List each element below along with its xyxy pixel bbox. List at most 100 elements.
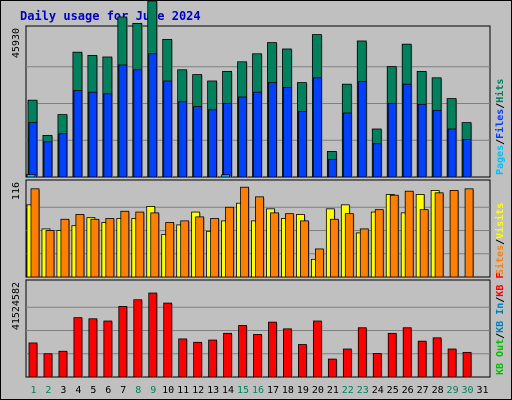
bar-files bbox=[253, 91, 262, 178]
day-label: 29 bbox=[447, 385, 459, 396]
bar-sites bbox=[359, 228, 369, 278]
bar-pages bbox=[26, 174, 36, 178]
day-label: 16 bbox=[252, 385, 264, 396]
bar-sites bbox=[270, 212, 279, 278]
bar-files bbox=[387, 102, 397, 178]
day-label: 17 bbox=[267, 385, 279, 396]
bar-kb-f bbox=[118, 306, 128, 378]
bar-sites bbox=[255, 196, 264, 278]
panel-legend: Sites/Visits bbox=[494, 203, 506, 275]
day-label: 20 bbox=[312, 385, 324, 396]
bar-files bbox=[178, 101, 188, 178]
legend-entry: / bbox=[495, 297, 506, 303]
legend-entry: Files bbox=[494, 109, 506, 139]
bar-files bbox=[223, 102, 232, 178]
day-label: 3 bbox=[60, 385, 66, 396]
bar-files bbox=[118, 64, 128, 178]
bar-sites bbox=[389, 194, 399, 278]
bar-sites bbox=[90, 218, 100, 278]
day-label: 5 bbox=[90, 385, 96, 396]
day-label: 24 bbox=[372, 385, 384, 396]
bar-files bbox=[73, 90, 83, 178]
bar-files bbox=[372, 143, 382, 178]
bar-sites bbox=[150, 212, 160, 278]
bar-sites bbox=[195, 216, 205, 278]
bar-sites bbox=[180, 220, 190, 278]
day-label: 8 bbox=[135, 385, 141, 396]
bar-files bbox=[238, 96, 247, 178]
bar-files bbox=[88, 91, 98, 178]
day-label: 9 bbox=[150, 385, 156, 396]
bar-kb-f bbox=[268, 321, 277, 378]
day-label: 12 bbox=[192, 385, 204, 396]
day-label: 26 bbox=[402, 385, 414, 396]
bar-sites bbox=[314, 248, 324, 278]
bar-kb-f bbox=[312, 320, 322, 378]
day-label: 2 bbox=[45, 385, 51, 396]
bar-kb-f bbox=[193, 341, 203, 378]
bar-files bbox=[447, 128, 457, 178]
bar-files bbox=[298, 110, 307, 178]
legend-entry: Hits bbox=[494, 79, 506, 103]
bar-kb-f bbox=[178, 338, 188, 378]
day-label: 1 bbox=[30, 385, 36, 396]
bar-sites bbox=[75, 214, 85, 278]
day-label: 14 bbox=[222, 385, 234, 396]
bar-kb-f bbox=[103, 320, 113, 378]
bar-kb-f bbox=[208, 339, 218, 378]
bar-kb-f bbox=[28, 342, 38, 378]
bar-kb-f bbox=[253, 334, 262, 378]
bar-sites bbox=[225, 206, 234, 278]
day-label: 15 bbox=[237, 385, 249, 396]
bar-files bbox=[462, 139, 472, 178]
bar-sites bbox=[404, 190, 414, 278]
bar-kb-f bbox=[372, 353, 382, 378]
legend-entry: / bbox=[495, 333, 506, 339]
legend-entry: / bbox=[495, 239, 506, 245]
day-label: 21 bbox=[327, 385, 339, 396]
bar-sites bbox=[45, 230, 55, 278]
bar-sites bbox=[30, 188, 40, 278]
bar-kb-f bbox=[342, 348, 352, 378]
bar-sites bbox=[329, 218, 339, 278]
panel-visits-sites: 116 Sites/Visits bbox=[11, 179, 506, 278]
bar-files bbox=[342, 112, 352, 178]
day-label: 7 bbox=[120, 385, 126, 396]
bar-sites bbox=[165, 222, 175, 278]
bar-kb-f bbox=[357, 327, 367, 378]
bar-sites bbox=[300, 220, 309, 278]
bar-kb-f bbox=[417, 340, 427, 378]
bar-kb-f bbox=[462, 351, 472, 378]
bar-files bbox=[103, 93, 113, 178]
bar-kb-f bbox=[432, 337, 442, 378]
bar-files bbox=[208, 109, 218, 178]
bar-files bbox=[268, 82, 277, 178]
bar-kb-f bbox=[88, 318, 98, 378]
bar-files bbox=[163, 80, 173, 178]
bar-kb-f bbox=[133, 299, 143, 378]
legend-entry: KB In bbox=[495, 303, 506, 333]
day-label: 6 bbox=[105, 385, 111, 396]
bar-kb-f bbox=[238, 325, 247, 378]
day-label: 31 bbox=[476, 385, 488, 396]
day-label: 11 bbox=[177, 385, 189, 396]
bar-kb-f bbox=[43, 353, 53, 378]
day-label: 13 bbox=[207, 385, 219, 396]
day-label: 22 bbox=[342, 385, 354, 396]
panel-ymax-label: 41524582 bbox=[11, 282, 22, 330]
panel-ymax-label: 116 bbox=[11, 182, 22, 200]
bar-sites bbox=[374, 209, 384, 278]
bar-files bbox=[133, 69, 143, 178]
bar-sites bbox=[464, 188, 474, 278]
bar-kb-f bbox=[148, 292, 158, 378]
bar-kb-f bbox=[73, 317, 83, 378]
bar-sites bbox=[240, 186, 249, 278]
bar-files bbox=[58, 133, 68, 178]
legend-entry: Sites bbox=[494, 245, 506, 275]
panel-legend: Pages/Files/Hits bbox=[494, 79, 506, 175]
bar-kb-f bbox=[283, 328, 292, 378]
bar-sites bbox=[105, 218, 115, 278]
